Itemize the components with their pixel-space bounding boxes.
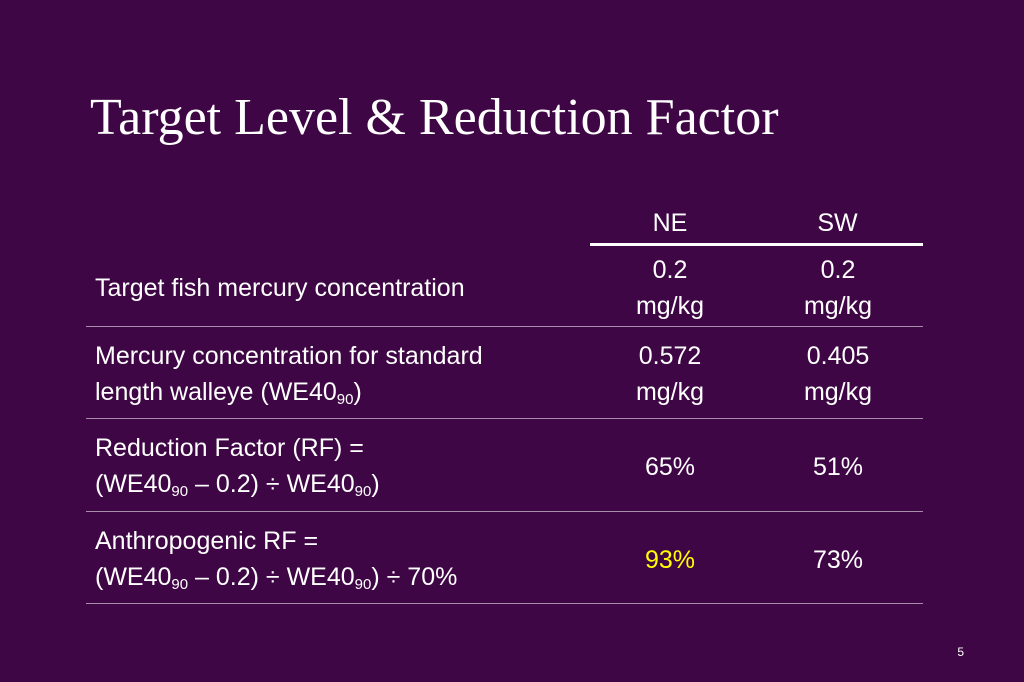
formula-text: (WE40 <box>95 470 172 498</box>
formula-subscript: 90 <box>171 483 189 500</box>
label-text: length walleye (WE40 <box>95 378 337 406</box>
cell-ne-walleye: 0.572 mg/kg <box>580 338 760 410</box>
cell-sw-target: 0.2 mg/kg <box>748 252 928 324</box>
formula-subscript: 90 <box>171 576 189 593</box>
row-label-target-concentration: Target fish mercury concentration <box>95 274 465 302</box>
formula-text: ) ÷ 70% <box>371 563 458 591</box>
table-bottom-rule <box>86 603 923 604</box>
formula-text: (WE40 <box>95 563 172 591</box>
formula-line: (WE4090 – 0.2) ÷ WE4090) <box>95 466 380 502</box>
cell-value: 0.2 <box>820 256 856 284</box>
header-underline <box>590 243 923 246</box>
label-line: Mercury concentration for standard <box>95 342 483 370</box>
row-label-reduction-factor: Reduction Factor (RF) = (WE4090 – 0.2) ÷… <box>95 430 380 502</box>
cell-unit: mg/kg <box>803 292 873 320</box>
cell-sw-anthropogenic-rf: 73% <box>812 546 864 574</box>
label-line: length walleye (WE4090) <box>95 374 483 410</box>
formula-text: – 0.2) ÷ WE40 <box>188 470 355 498</box>
cell-unit: mg/kg <box>635 292 705 320</box>
column-header-ne: NE <box>652 209 688 237</box>
cell-unit: mg/kg <box>803 378 873 406</box>
slide-title: Target Level & Reduction Factor <box>90 89 779 146</box>
row-label-anthropogenic-rf: Anthropogenic RF = (WE4090 – 0.2) ÷ WE40… <box>95 523 457 595</box>
label-line: Reduction Factor (RF) = <box>95 434 364 462</box>
row-divider <box>86 511 923 512</box>
formula-text: ) <box>371 470 380 498</box>
label-text: ) <box>353 378 362 406</box>
cell-ne-anthropogenic-rf-highlighted: 93% <box>644 546 696 574</box>
formula-line: (WE4090 – 0.2) ÷ WE4090) ÷ 70% <box>95 559 457 595</box>
cell-value: 0.2 <box>652 256 688 284</box>
formula-subscript: 90 <box>354 483 372 500</box>
label-line: Anthropogenic RF = <box>95 527 319 555</box>
row-divider <box>86 418 923 419</box>
cell-ne-rf: 65% <box>644 453 696 481</box>
page-number: 5 <box>957 645 964 659</box>
cell-ne-target: 0.2 mg/kg <box>580 252 760 324</box>
formula-subscript: 90 <box>354 576 372 593</box>
formula-text: – 0.2) ÷ WE40 <box>188 563 355 591</box>
cell-sw-walleye: 0.405 mg/kg <box>748 338 928 410</box>
row-divider <box>86 326 923 327</box>
cell-sw-rf: 51% <box>812 453 864 481</box>
cell-unit: mg/kg <box>635 378 705 406</box>
cell-value: 0.572 <box>638 342 702 370</box>
row-label-standard-walleye: Mercury concentration for standard lengt… <box>95 338 483 410</box>
column-header-sw: SW <box>817 209 858 237</box>
label-subscript: 90 <box>336 391 354 408</box>
cell-value: 0.405 <box>806 342 870 370</box>
